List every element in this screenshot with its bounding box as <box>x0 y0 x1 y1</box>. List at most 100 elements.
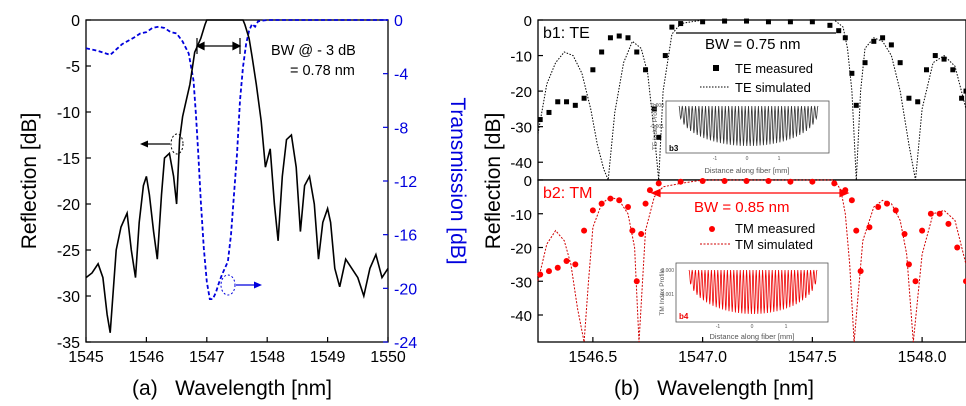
y-tick-label: -12 <box>394 174 417 191</box>
reflection-series <box>85 19 389 333</box>
x-tick-label: 1548.0 <box>898 349 947 366</box>
tm-measured-point <box>607 195 614 202</box>
te-measured-point <box>915 99 921 105</box>
y-tick-label: -15 <box>57 151 80 168</box>
bandwidth-annotation-line2: = 0.78 nm <box>290 63 355 79</box>
y-tick-label: -20 <box>510 84 532 101</box>
tm-index-profile-inset: b4 0.000 -0.001 -1 0 1 Distance along fi… <box>659 262 829 341</box>
x-tick-label: 1549 <box>310 349 346 366</box>
tm-measured-point <box>963 278 966 285</box>
y-tick-label: -4 <box>394 67 408 84</box>
te-measured-point <box>572 102 578 108</box>
tm-measured-point <box>655 180 662 187</box>
te-measured-point <box>871 38 877 44</box>
te-measured-point <box>897 60 903 66</box>
tm-measured-point <box>848 197 855 204</box>
panel-b-y-axis-label: Reflection [dB] <box>482 113 505 250</box>
tm-bandwidth-arrow <box>650 188 850 198</box>
te-measured-point <box>643 67 649 73</box>
tm-legend-simulated: TM simulated <box>735 237 813 252</box>
te-inset-ytick-1: -0.001 <box>650 124 664 130</box>
y-tick-label: 0 <box>524 13 532 30</box>
panel-a-right-y-ticks: 0 -4 -8 -12 -16 -20 -24 <box>383 13 417 352</box>
panel-b2-x-ticks: 1546.5 1547.0 1547.5 1548.0 <box>568 337 947 366</box>
te-measured-point <box>590 67 596 73</box>
tm-measured-point <box>883 200 890 207</box>
tm-measured-point <box>927 210 934 217</box>
y-tick-label: -35 <box>57 335 80 352</box>
tm-measured-point <box>919 227 926 234</box>
tm-measured-point <box>554 264 561 271</box>
panel-a-caption: (a) Wavelength [nm] <box>132 377 332 400</box>
te-measured-point <box>537 117 543 123</box>
te-legend-measured: TE measured <box>735 61 813 76</box>
te-measured-point <box>836 28 842 34</box>
te-measured-point <box>555 99 561 105</box>
te-measured-point <box>842 35 848 41</box>
panel-b-caption: (b) Wavelength [nm] <box>614 377 814 400</box>
tm-measured-point <box>629 227 636 234</box>
tm-measured-point <box>642 200 649 207</box>
tm-measured-point <box>831 180 838 187</box>
y-tick-label: 0 <box>71 13 80 30</box>
x-tick-label: 1550 <box>370 349 406 366</box>
te-measured-point <box>880 35 886 41</box>
panel-b1-y-ticks: 0 -10 -20 -30 -40 <box>510 13 543 172</box>
tm-measured-point <box>598 200 605 207</box>
x-tick-label: 1545 <box>68 349 104 366</box>
panel-a-series <box>85 19 389 333</box>
te-measured-point <box>853 102 859 108</box>
y-tick-label: -8 <box>394 120 408 137</box>
tm-measured-point <box>866 224 873 231</box>
te-measured-point <box>678 21 684 27</box>
te-measured-point <box>616 33 622 39</box>
panel-a-right-y-axis-label: Transmission [dB] <box>446 97 469 264</box>
tm-measured-point <box>912 278 919 285</box>
y-tick-label: 0 <box>524 173 532 190</box>
tm-measured-point <box>901 231 908 237</box>
y-tick-label: -40 <box>510 308 532 325</box>
te-measured-point <box>656 134 662 140</box>
tm-measured-point <box>646 187 653 194</box>
bandwidth-arrow <box>195 38 242 54</box>
tm-bandwidth-annotation: BW = 0.85 nm <box>694 199 789 216</box>
x-tick-label: 1546.5 <box>568 349 617 366</box>
tm-index-profile-curve <box>688 269 818 315</box>
y-tick-label: -24 <box>394 335 417 352</box>
te-legend: TE measured TE simulated <box>700 61 813 95</box>
tm-measured-point <box>853 227 860 234</box>
tm-measured-point <box>638 231 645 237</box>
panel-b: Reflection [dB] (b) Wavelength [nm] 0-10… <box>482 13 966 400</box>
tm-measured-point <box>787 178 794 185</box>
panel-b1-series <box>537 18 966 181</box>
tm-measured-point <box>857 268 864 275</box>
x-tick-label: 1547.5 <box>788 349 837 366</box>
te-measured-point <box>888 42 894 48</box>
transmission-series <box>85 19 388 301</box>
te-measured-point <box>906 95 912 101</box>
te-measured-point <box>651 106 657 112</box>
y-tick-label: -25 <box>57 243 80 260</box>
te-measured-point <box>941 56 947 62</box>
te-inset-xtick-2: 1 <box>778 156 781 162</box>
te-measured-point <box>581 95 587 101</box>
te-measured-point <box>787 19 793 25</box>
y-tick-label: -20 <box>57 197 80 214</box>
te-legend-simulated: TE simulated <box>735 80 811 95</box>
index-profile-line <box>678 105 819 147</box>
tm-measured-point <box>537 271 544 278</box>
te-measured-point <box>599 49 605 55</box>
tm-measured-point <box>954 244 961 251</box>
reflection-axis-marker <box>140 133 184 155</box>
y-tick-label: -10 <box>57 105 80 122</box>
tm-measured-point <box>743 178 750 185</box>
x-tick-label: 1548 <box>249 349 285 366</box>
tm-measured-point <box>721 178 728 185</box>
index-profile-line <box>688 269 818 315</box>
panel-a-x-ticks: 1545 1546 1547 1548 1549 1550 <box>68 337 406 366</box>
panel-a: 1545 1546 1547 1548 1549 1550 0 -5 -10 -15 -20 -25… <box>18 13 469 400</box>
te-inset-ytick-0: 0.000 <box>651 103 664 109</box>
tm-measured-point <box>581 227 588 234</box>
y-tick-label: -16 <box>394 228 417 245</box>
